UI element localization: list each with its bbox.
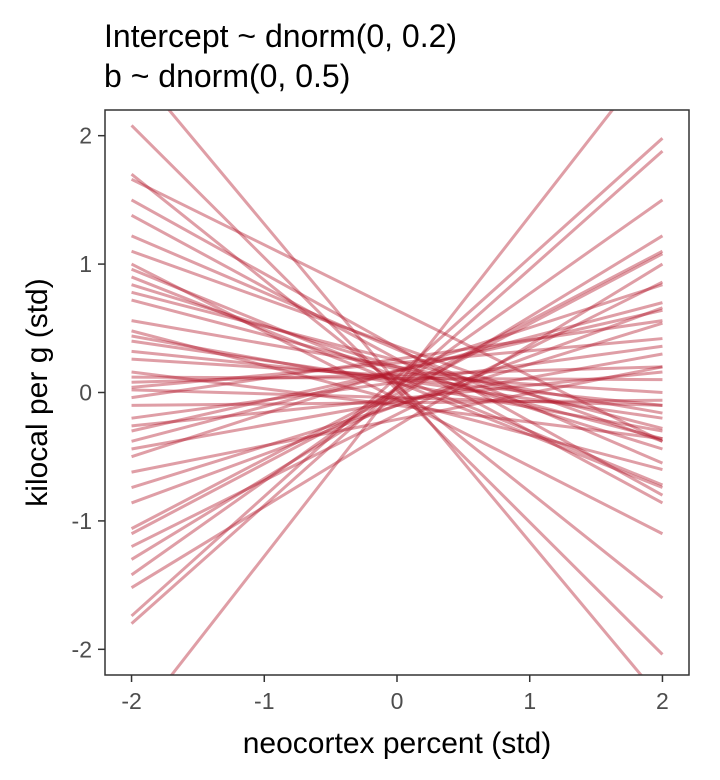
prior-line-36 xyxy=(130,234,664,561)
y-tick-label: 2 xyxy=(79,123,92,149)
prior-line-44 xyxy=(131,370,663,428)
prior-line-17 xyxy=(131,349,663,407)
y-axis: -2 -1 0 1 2 xyxy=(72,123,105,662)
prior-line-28 xyxy=(131,352,663,451)
prior-line-29 xyxy=(131,283,663,459)
x-tick-label: -2 xyxy=(121,688,141,714)
prior-line-21 xyxy=(131,365,663,384)
prior-line-39 xyxy=(130,137,664,618)
prior-line-4 xyxy=(130,177,664,443)
x-axis-title: neocortex percent (std) xyxy=(243,727,551,760)
prior-line-13 xyxy=(131,298,663,441)
prior-line-27 xyxy=(131,301,663,443)
x-axis: -2 -1 0 1 2 xyxy=(121,675,669,714)
y-axis-title: kilocal per g (std) xyxy=(21,278,54,506)
prior-line-40 xyxy=(130,149,664,625)
prior-line-42 xyxy=(131,388,663,407)
prior-line-24 xyxy=(131,398,663,407)
x-tick-label: -1 xyxy=(254,688,274,714)
prior-line-25 xyxy=(131,344,663,420)
prior-line-6 xyxy=(130,213,664,505)
prior-line-8 xyxy=(131,249,663,443)
prior-line-14 xyxy=(131,329,663,471)
prior-line-22 xyxy=(131,337,663,389)
chart-title-line-1: Intercept ~ dnorm(0, 0.2) xyxy=(104,18,457,54)
prior-line-31 xyxy=(131,321,663,489)
prior-line-11 xyxy=(131,283,663,451)
x-tick-label: 0 xyxy=(391,688,404,714)
x-tick-label: 2 xyxy=(656,688,669,714)
prior-line-45 xyxy=(130,262,664,536)
prior-line-5 xyxy=(130,198,664,497)
prior-line-15 xyxy=(131,334,663,433)
prior-line-35 xyxy=(130,280,664,548)
prior-line-19 xyxy=(131,370,663,441)
prior-line-1 xyxy=(130,124,664,656)
prior-line-12 xyxy=(131,290,663,430)
series-lines xyxy=(130,110,664,675)
prior-line-41 xyxy=(169,110,615,675)
prior-line-18 xyxy=(131,357,663,394)
prior-line-32 xyxy=(131,306,663,505)
prior-line-34 xyxy=(130,252,664,536)
y-tick-label: 0 xyxy=(79,380,92,406)
prior-line-20 xyxy=(131,375,663,382)
prior-line-38 xyxy=(130,262,664,589)
prior-line-3 xyxy=(130,173,664,600)
prior-line-26 xyxy=(131,308,663,433)
prior-line-7 xyxy=(130,234,664,465)
prior-line-9 xyxy=(130,267,664,487)
y-tick-label: -1 xyxy=(72,508,92,534)
prior-line-23 xyxy=(131,319,663,400)
prior-line-30 xyxy=(131,365,663,474)
prior-line-16 xyxy=(131,339,663,420)
prior-line-10 xyxy=(130,275,664,489)
x-tick-label: 1 xyxy=(523,688,536,714)
prior-line-43 xyxy=(131,319,663,415)
prior-line-33 xyxy=(130,249,664,530)
y-tick-label: 1 xyxy=(79,251,92,277)
chart-title-line-2: b ~ dnorm(0, 0.5) xyxy=(104,58,350,94)
prior-line-37 xyxy=(130,198,664,577)
y-tick-label: -2 xyxy=(72,636,92,662)
prior-line-2 xyxy=(167,110,643,675)
